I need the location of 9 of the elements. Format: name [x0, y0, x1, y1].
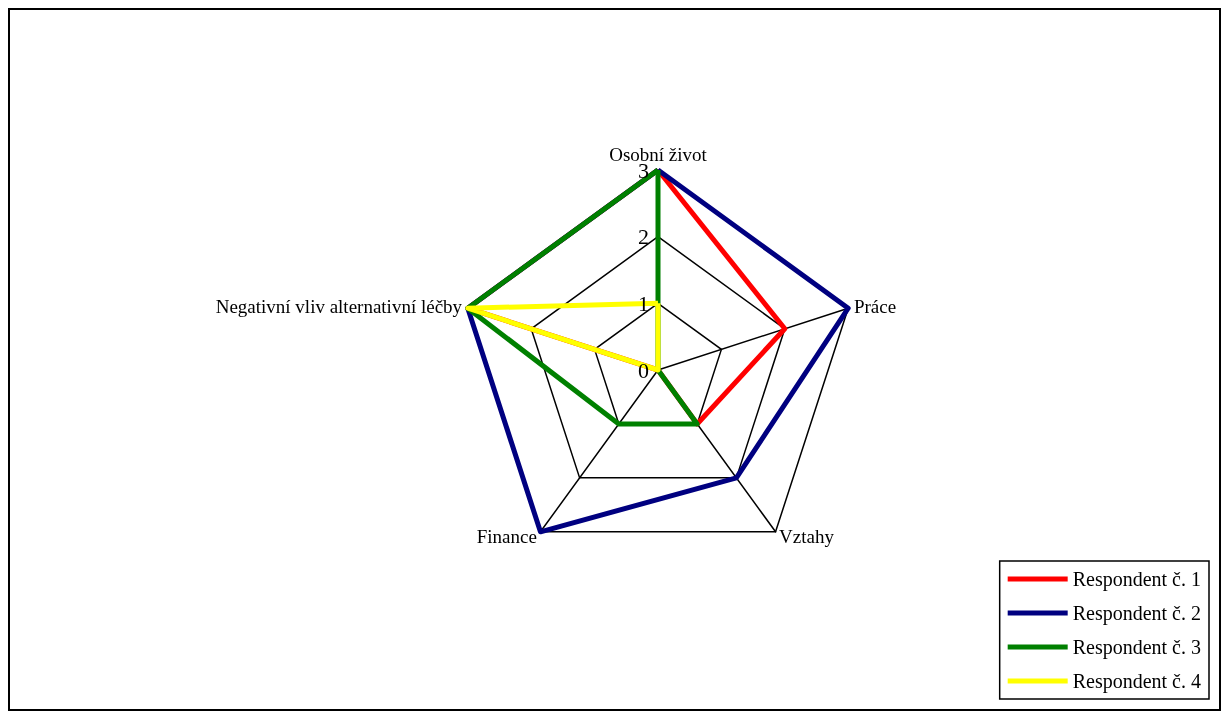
legend-label: Respondent č. 4 [1072, 670, 1201, 693]
spoke-label: Negativní vliv alternativní léčby [215, 295, 463, 317]
y-tick-label: 2 [638, 224, 649, 250]
spoke-label: Vztahy [779, 526, 835, 548]
legend-label: Respondent č. 3 [1072, 636, 1201, 659]
spoke-label: Finance [476, 526, 537, 548]
legend-label: Respondent č. 2 [1072, 602, 1201, 625]
spoke-label: Práce [853, 295, 897, 317]
legend-label: Respondent č. 1 [1072, 568, 1201, 591]
